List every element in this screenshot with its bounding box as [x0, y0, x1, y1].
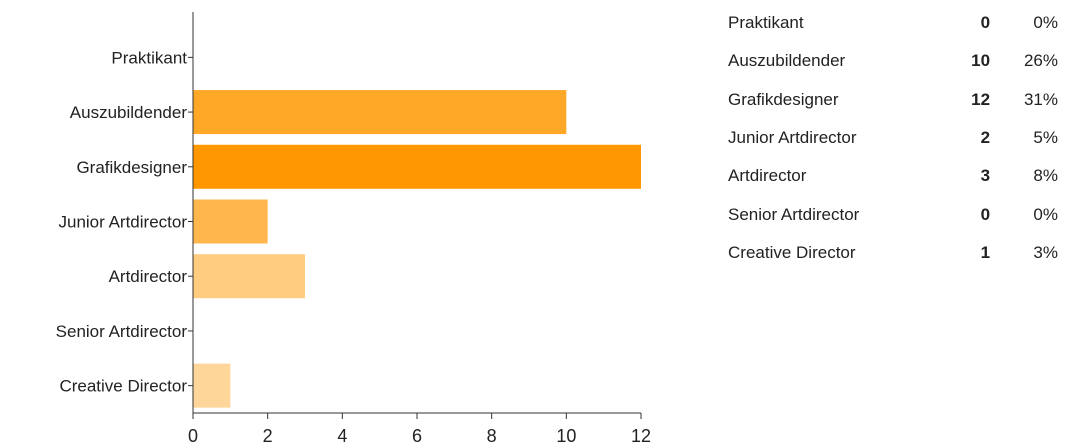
- summary-table: Praktikant 0 0% Auszubildender 10 26% Grafikde…: [718, 4, 1058, 272]
- bar: [193, 199, 268, 244]
- summary-row: Auszubildender 10 26%: [718, 42, 1058, 80]
- summary-row: Praktikant 0 0%: [718, 4, 1058, 42]
- bar: [193, 363, 231, 408]
- summary-row: Grafikdesigner 12 31%: [718, 81, 1058, 119]
- summary-row: Artdirector 3 8%: [718, 157, 1058, 195]
- summary-label: Creative Director: [728, 242, 856, 262]
- summary-count: 3: [980, 166, 991, 186]
- summary-row: Creative Director 1 3%: [718, 234, 1058, 272]
- bar: [193, 254, 305, 299]
- bar: [193, 144, 641, 189]
- summary-count: 12: [971, 89, 991, 109]
- summary-label: Artdirector: [728, 166, 807, 186]
- category-label: Senior Artdirector: [56, 322, 188, 341]
- x-tick-label: 4: [337, 426, 347, 446]
- bar-chart: Praktikant Auszubildender Grafikdesigner Ju…: [56, 12, 651, 446]
- summary-percent: 5%: [1033, 128, 1058, 148]
- category-label: Creative Director: [59, 377, 187, 396]
- category-label: Auszubildender: [70, 103, 188, 122]
- category-label: Grafikdesigner: [76, 158, 187, 177]
- x-tick-label: 0: [188, 426, 198, 446]
- summary-percent: 8%: [1033, 166, 1058, 186]
- summary-label: Grafikdesigner: [728, 89, 839, 109]
- category-label: Junior Artdirector: [59, 213, 188, 232]
- summary-percent: 31%: [1023, 89, 1058, 109]
- summary-label: Senior Artdirector: [728, 204, 860, 224]
- category-label: Artdirector: [109, 267, 188, 286]
- summary-percent: 0%: [1033, 13, 1058, 33]
- category-labels: Praktikant Auszubildender Grafikdesigner Ju…: [56, 48, 193, 396]
- summary-label: Praktikant: [728, 13, 804, 33]
- x-axis-ticks: 0 2 4 6 8 10 12: [188, 413, 651, 446]
- summary-row: Junior Artdirector 2 5%: [718, 119, 1058, 157]
- summary-count: 0: [980, 13, 991, 33]
- summary-count: 2: [980, 128, 991, 148]
- summary-count: 1: [980, 242, 991, 262]
- summary-percent: 0%: [1033, 204, 1058, 224]
- summary-row: Senior Artdirector 0 0%: [718, 195, 1058, 233]
- x-tick-label: 2: [263, 426, 273, 446]
- x-tick-label: 12: [631, 426, 651, 446]
- summary-label: Auszubildender: [728, 51, 846, 71]
- summary-percent: 3%: [1033, 242, 1058, 262]
- bar: [193, 90, 567, 135]
- bars-group: [193, 90, 641, 408]
- summary-label: Junior Artdirector: [728, 128, 857, 148]
- x-tick-label: 10: [556, 426, 576, 446]
- summary-count: 0: [980, 204, 991, 224]
- summary-count: 10: [971, 51, 991, 71]
- category-label: Praktikant: [111, 48, 187, 67]
- x-tick-label: 6: [412, 426, 422, 446]
- x-tick-label: 8: [487, 426, 497, 446]
- summary-percent: 26%: [1023, 51, 1058, 71]
